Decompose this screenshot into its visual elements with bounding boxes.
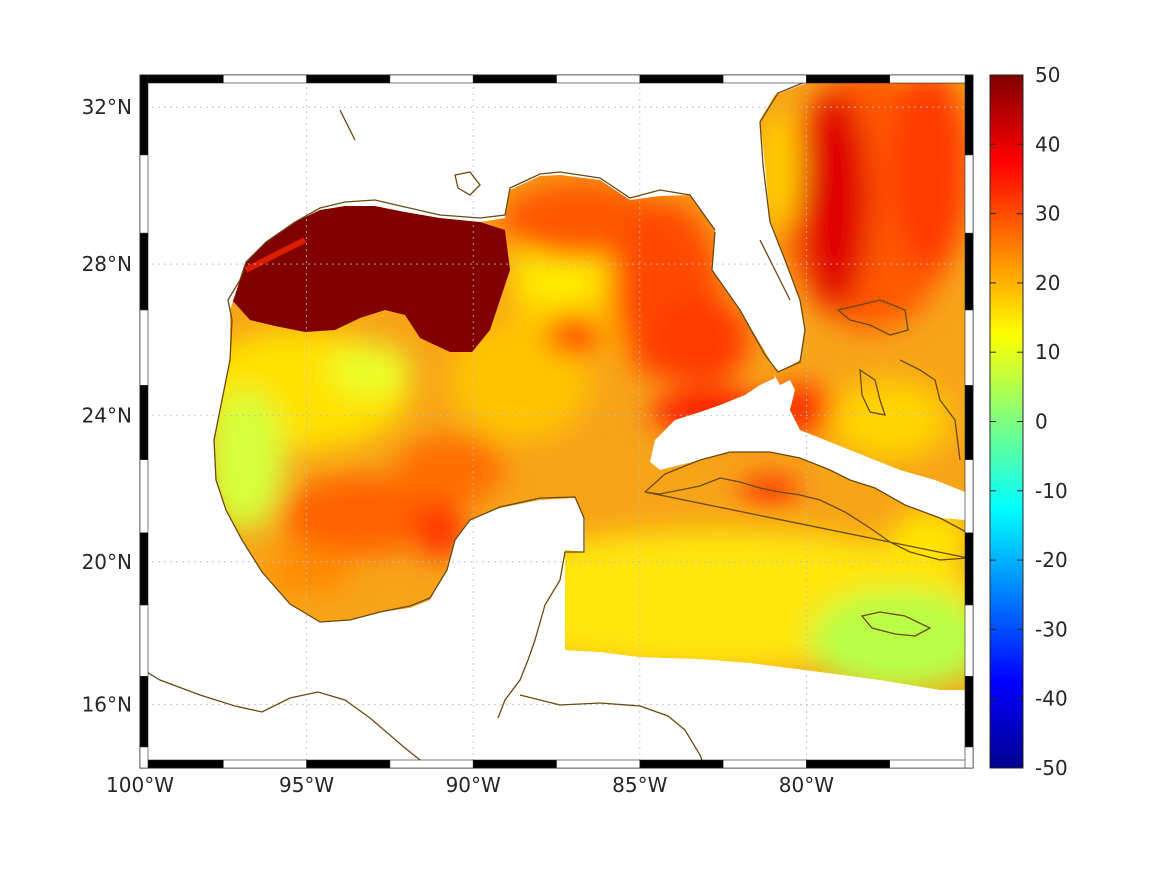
colorbar-tick-label: -30 <box>1035 617 1068 641</box>
frame-segment <box>139 676 149 748</box>
graticule <box>140 75 973 768</box>
frame-segment <box>964 532 974 606</box>
frame-segment <box>639 759 724 769</box>
frame-segment <box>472 759 557 769</box>
frame-segment <box>389 759 474 769</box>
frame-segment <box>223 74 307 84</box>
frame-segment <box>472 74 557 84</box>
lat-tick-label: 20°N <box>82 550 132 574</box>
frame-segment <box>722 759 807 769</box>
frame-segment <box>964 309 974 386</box>
frame-segment <box>964 459 974 534</box>
lon-tick-label: 80°W <box>779 773 834 797</box>
frame-segment <box>806 74 891 84</box>
frame-segment <box>139 74 224 84</box>
frame-segment <box>139 459 149 534</box>
frame-segment <box>806 759 891 769</box>
frame-segment <box>139 309 149 386</box>
lat-tick-label: 32°N <box>82 95 132 119</box>
colorbar-tick-label: -50 <box>1035 756 1068 780</box>
lon-tick-label: 90°W <box>446 773 501 797</box>
frame-segment <box>964 232 974 311</box>
colorbar-tick-label: 10 <box>1035 340 1060 364</box>
frame-segment <box>556 74 641 84</box>
colorbar-tick-label: -10 <box>1035 479 1068 503</box>
frame-segment <box>556 759 641 769</box>
frame-segment <box>139 385 149 460</box>
frame-segment <box>964 385 974 460</box>
colorbar-tick-label: 0 <box>1035 410 1048 434</box>
colorbar-tick-label: 40 <box>1035 132 1060 156</box>
lon-tick-label: 100°W <box>106 773 174 797</box>
frame-segment <box>139 232 149 311</box>
lat-tick-label: 28°N <box>82 252 132 276</box>
frame-segment <box>964 746 974 769</box>
colorbar-tick-labels: 50 40 30 20 10 0 -10 -20 -30 -40 -50 <box>990 63 1068 780</box>
lon-tick-label: 95°W <box>279 773 334 797</box>
colorbar-tick-label: 50 <box>1035 63 1060 87</box>
frame-segment <box>889 759 974 769</box>
frame-segment <box>139 532 149 606</box>
frame-segment <box>223 759 307 769</box>
frame-segment <box>139 604 149 677</box>
frame-segment <box>639 74 724 84</box>
frame-segment <box>139 154 149 234</box>
frame-segment <box>139 74 149 156</box>
colorbar-tick-label: -40 <box>1035 687 1068 711</box>
colorbar-tick-label: -20 <box>1035 548 1068 572</box>
frame-segment <box>306 74 391 84</box>
frame-segment <box>889 74 974 84</box>
data-field <box>214 80 965 690</box>
colorbar-tick-label: 30 <box>1035 202 1060 226</box>
colorbar-tick-label: 20 <box>1035 271 1060 295</box>
lon-tick-label: 85°W <box>612 773 667 797</box>
frame-segment <box>139 759 224 769</box>
axis-tick-labels: 100°W 95°W 90°W 85°W 80°W 16°N 20°N 24°N 28°N 32°… <box>82 95 835 797</box>
frame-segment <box>139 746 149 769</box>
frame-segment <box>389 74 474 84</box>
coastline <box>140 77 971 768</box>
lat-tick-label: 16°N <box>82 693 132 717</box>
frame-segment <box>964 604 974 677</box>
frame-segment <box>964 676 974 748</box>
lat-tick-label: 24°N <box>82 403 132 427</box>
frame-segment <box>306 759 391 769</box>
frame-segment <box>964 74 974 156</box>
frame-segment <box>964 154 974 234</box>
map-frame <box>139 74 974 769</box>
frame-segment <box>722 74 807 84</box>
